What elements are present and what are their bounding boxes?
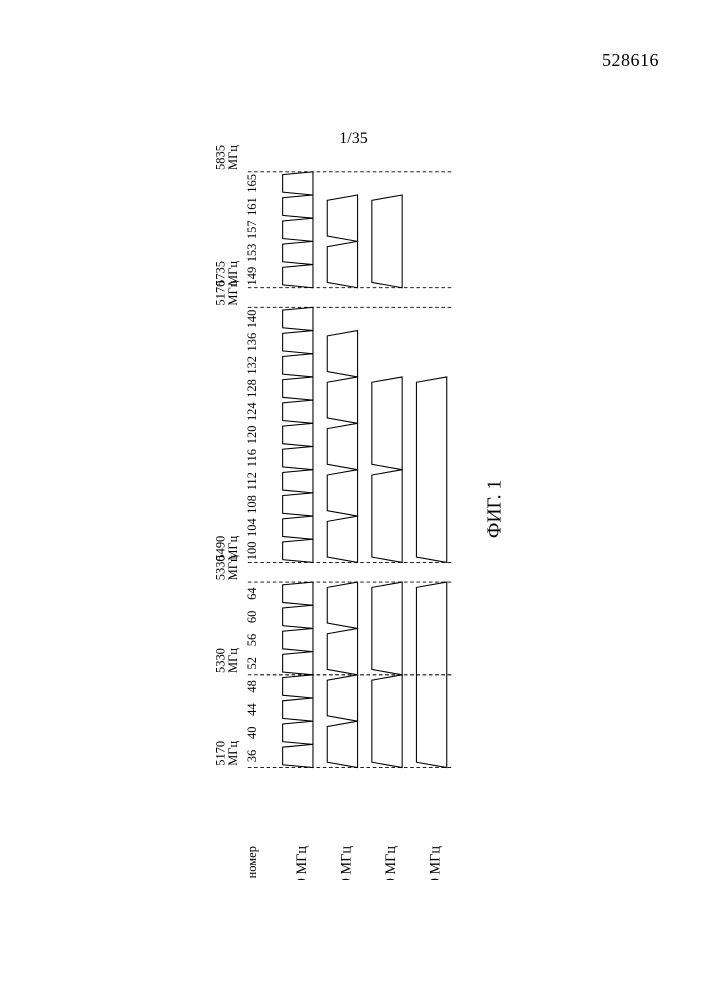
channel-plan-diagram: IEEE-канал номер 20 МГц 40 МГц 80 МГц 160 МГ… <box>189 120 519 880</box>
figure-label: ФИГ. 1 <box>484 480 505 538</box>
channel-number: 36 <box>244 750 258 762</box>
channel-number: 161 <box>244 197 258 216</box>
channel-number: 44 <box>244 703 258 716</box>
row-label-20: 20 МГц <box>293 846 309 880</box>
channel-number: 153 <box>244 244 258 263</box>
channel-number: 165 <box>244 174 258 193</box>
channel-block <box>282 400 312 423</box>
channel-block <box>327 628 357 674</box>
channel-block <box>282 493 312 516</box>
channel-number: 48 <box>244 680 258 692</box>
freq-label-unit: МГц <box>226 261 240 286</box>
freq-label: 5330 <box>213 648 227 673</box>
freq-label-unit: МГц <box>226 648 240 673</box>
freq-label: 5490 <box>213 536 227 561</box>
channel-block <box>327 582 357 628</box>
channel-block <box>282 423 312 446</box>
channel-block <box>282 516 312 539</box>
figure-rotated-container: IEEE-канал номер 20 МГц 40 МГц 80 МГц 160 МГ… <box>189 120 519 880</box>
channel-number: 100 <box>244 541 258 560</box>
channel-number: 40 <box>244 727 258 739</box>
channel-number: 128 <box>244 379 258 398</box>
doc-number: 528616 <box>602 50 659 71</box>
row-label-160: 160 МГц <box>427 846 443 880</box>
channel-block <box>282 331 312 354</box>
channel-block <box>282 265 312 288</box>
channel-block <box>282 172 312 195</box>
channel-number: 132 <box>244 356 258 375</box>
channel-block <box>282 605 312 628</box>
channel-block <box>282 307 312 330</box>
channel-number: 112 <box>244 472 258 490</box>
channel-number: 120 <box>244 426 258 445</box>
channel-block <box>282 698 312 721</box>
channel-block <box>327 675 357 721</box>
row-label-channels: IEEE-канал номер <box>244 846 258 880</box>
channel-number: 64 <box>244 587 258 600</box>
channel-number: 136 <box>244 333 258 352</box>
channel-number: 104 <box>244 518 258 537</box>
freq-label: 5735 <box>213 261 227 286</box>
channel-number: 56 <box>244 634 258 646</box>
freq-label: 5170 <box>213 741 227 766</box>
channel-block <box>327 423 357 469</box>
channel-block <box>282 241 312 264</box>
channel-block <box>282 652 312 675</box>
channel-number: 157 <box>244 220 258 239</box>
page: 528616 1/35 IEEE-канал номер20 МГц40 МГц… <box>0 0 707 1000</box>
channel-block <box>282 628 312 651</box>
channel-block <box>282 582 312 605</box>
channel-block <box>371 675 401 768</box>
channel-block <box>327 241 357 287</box>
channel-number: 52 <box>244 657 258 669</box>
channel-number: 124 <box>244 402 258 421</box>
channel-block <box>282 446 312 469</box>
channel-block <box>282 539 312 562</box>
row-label-40: 40 МГц <box>338 846 354 880</box>
channel-block <box>282 675 312 698</box>
freq-label: 5835 <box>213 145 227 170</box>
channel-block <box>371 377 401 470</box>
channel-block <box>282 354 312 377</box>
channel-block <box>371 195 401 288</box>
channel-block <box>282 218 312 241</box>
channel-block <box>327 470 357 516</box>
channel-number: 140 <box>244 310 258 329</box>
channel-block <box>282 721 312 744</box>
channel-block <box>327 721 357 767</box>
channel-block <box>327 377 357 423</box>
channel-block <box>371 470 401 563</box>
channel-block <box>282 470 312 493</box>
channel-number: 60 <box>244 611 258 623</box>
channel-block <box>282 195 312 218</box>
channel-number: 116 <box>244 449 258 467</box>
channel-block <box>371 582 401 675</box>
channel-block <box>327 516 357 562</box>
channel-number: 108 <box>244 495 258 514</box>
channel-block <box>327 195 357 241</box>
freq-label-unit: МГц <box>226 535 240 560</box>
channel-block <box>416 377 446 563</box>
channel-block <box>282 377 312 400</box>
freq-label-unit: МГц <box>226 740 240 765</box>
channel-number: 149 <box>244 267 258 286</box>
channel-block <box>327 331 357 377</box>
channel-block <box>282 744 312 767</box>
row-label-80: 80 МГц <box>383 846 399 880</box>
freq-label-unit: МГц <box>226 145 240 170</box>
